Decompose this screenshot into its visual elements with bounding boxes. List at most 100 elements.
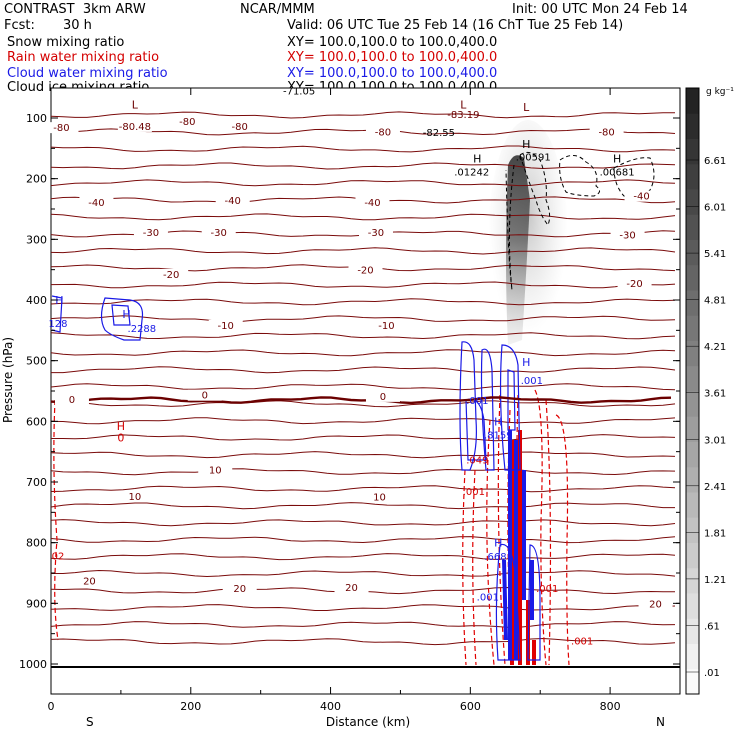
colorbar-swatch	[686, 542, 699, 569]
colorbar-swatch	[686, 138, 699, 165]
temperature-contour	[51, 485, 676, 493]
contour-label-bg	[610, 229, 645, 241]
extremum-marker: H	[55, 294, 63, 307]
contour-label-bg	[187, 389, 222, 401]
rain-contour	[472, 469, 477, 666]
model-title: CONTRAST 3km ARW	[4, 2, 146, 17]
extremum-marker: L	[523, 101, 530, 114]
field-value-label: .8159	[484, 431, 513, 442]
colorbar-tick-label: 6.61	[704, 156, 726, 167]
temperature-contour	[51, 111, 676, 119]
contour-label-bg	[215, 194, 250, 206]
rain-contour	[545, 399, 552, 666]
contour-label-bg	[334, 581, 369, 593]
temperature-contour-label: -80	[53, 123, 69, 134]
y-tick-label: 400	[26, 294, 47, 307]
temperature-contour	[51, 536, 676, 544]
temperature-contour	[51, 621, 676, 628]
temperature-contour	[51, 162, 676, 170]
contour-label-bg	[117, 490, 152, 502]
temperature-contour-label: -20	[163, 270, 179, 281]
contour-labels: -80 -80.48 -80 -80 -80 -80 -40 -40 -40 -40 -30 -30 -…	[44, 87, 673, 647]
colorbar-swatch	[686, 643, 699, 670]
contour-label-bg	[154, 268, 189, 280]
forecast-hours: 30 h	[63, 18, 92, 33]
rain-contour	[486, 419, 495, 666]
colorbar-swatch	[686, 264, 699, 291]
temperature-contour-label: 0	[380, 392, 386, 403]
temperature-contour	[51, 315, 676, 323]
colorbar-swatch	[686, 466, 699, 493]
y-tick-label: 100	[26, 112, 47, 125]
colorbar-tick-label: 5.41	[704, 249, 726, 260]
temperature-contour	[51, 332, 676, 340]
colorbar-tick-label: 4.21	[704, 342, 726, 353]
x-axis-north-label: N	[656, 715, 665, 729]
contour-label-bg	[44, 122, 79, 134]
temperature-contour-label: -40	[225, 196, 241, 207]
field-value-label: 128	[48, 319, 67, 330]
temperature-contour	[51, 502, 675, 510]
cloud-water-contour	[459, 341, 477, 471]
colorbar-tick-label: 4.81	[704, 296, 726, 307]
cloud-water-contour	[111, 304, 131, 326]
x-tick-label: 0	[48, 700, 55, 713]
x-axis-south-label: S	[86, 715, 94, 729]
temperature-contour	[51, 637, 676, 646]
contour-label-bg	[208, 319, 243, 331]
colorbar-tick-label: 3.61	[704, 389, 726, 400]
colorbar-tick-label: 1.21	[704, 575, 726, 586]
colorbar-swatch	[686, 88, 699, 114]
extremum-marker: H	[117, 420, 125, 433]
temperature-contour	[51, 417, 676, 425]
cloud-water-contour	[507, 369, 516, 431]
field-xy-cloud-water: XY= 100.0,100.0 to 100.0,400.0	[287, 66, 498, 81]
field-value-label: .001	[521, 376, 543, 387]
colorbar-swatch	[686, 189, 699, 215]
valid-time: Valid: 06 UTC Tue 25 Feb 14 (16 ChT Tue …	[287, 18, 624, 33]
contour-label-bg	[355, 196, 390, 208]
field-value-label: -82.55	[423, 128, 455, 139]
cloud-water-contour	[480, 348, 495, 471]
colorbar-swatch	[686, 391, 699, 417]
field-value-label: .01242	[454, 167, 489, 178]
colorbar-swatch	[686, 593, 699, 619]
temperature-contour-label: -20	[626, 279, 642, 290]
contour-label-bg	[365, 390, 400, 402]
cloud-water-contour	[51, 295, 63, 333]
colorbar-tick-label: .01	[704, 668, 720, 679]
field-label-snow: Snow mixing ratio	[7, 35, 125, 50]
colorbar-swatch	[686, 163, 699, 190]
field-value-label: -71.05	[283, 87, 315, 98]
contour-label-bg	[624, 190, 659, 202]
temperature-contour-label: 20	[233, 584, 246, 595]
field-value-label: -83.19	[447, 110, 479, 121]
organization: NCAR/MMM	[240, 2, 315, 17]
colorbar-tick-label: 1.81	[704, 528, 726, 539]
field-value-label: .00681	[600, 167, 635, 178]
temperature-contour-label: 20	[345, 583, 358, 594]
temperature-contour-label: 10	[209, 465, 222, 476]
field-value-label: .668	[484, 552, 506, 563]
temperature-contour	[51, 145, 676, 153]
temperature-contour-label: -20	[357, 266, 373, 277]
cloud-water-core	[502, 430, 534, 660]
freezing-level-contour	[50, 396, 672, 405]
colorbar-swatch	[686, 567, 699, 594]
extremum-marker: H	[613, 153, 621, 166]
field-xy-rain: XY= 100.0,100.0 to 100.0,400.0	[287, 50, 498, 65]
temperature-contour-label: -40	[88, 198, 104, 209]
contour-label-bg	[365, 126, 400, 138]
temperature-contour-label: 10	[128, 492, 141, 503]
field-value-label: .00591	[516, 152, 551, 163]
temperature-contour	[51, 434, 676, 442]
colorbar-tick-label: 2.41	[704, 482, 726, 493]
temperature-contour-label: 20	[649, 599, 662, 610]
temperature-contour-label: -10	[218, 321, 234, 332]
forecast-label: Fcst:	[4, 18, 35, 33]
field-value-label: .001	[571, 636, 593, 647]
rain-contour	[497, 394, 506, 666]
temperature-contour	[51, 213, 676, 221]
contour-label-bg	[369, 319, 404, 331]
temperature-contour	[51, 400, 676, 408]
